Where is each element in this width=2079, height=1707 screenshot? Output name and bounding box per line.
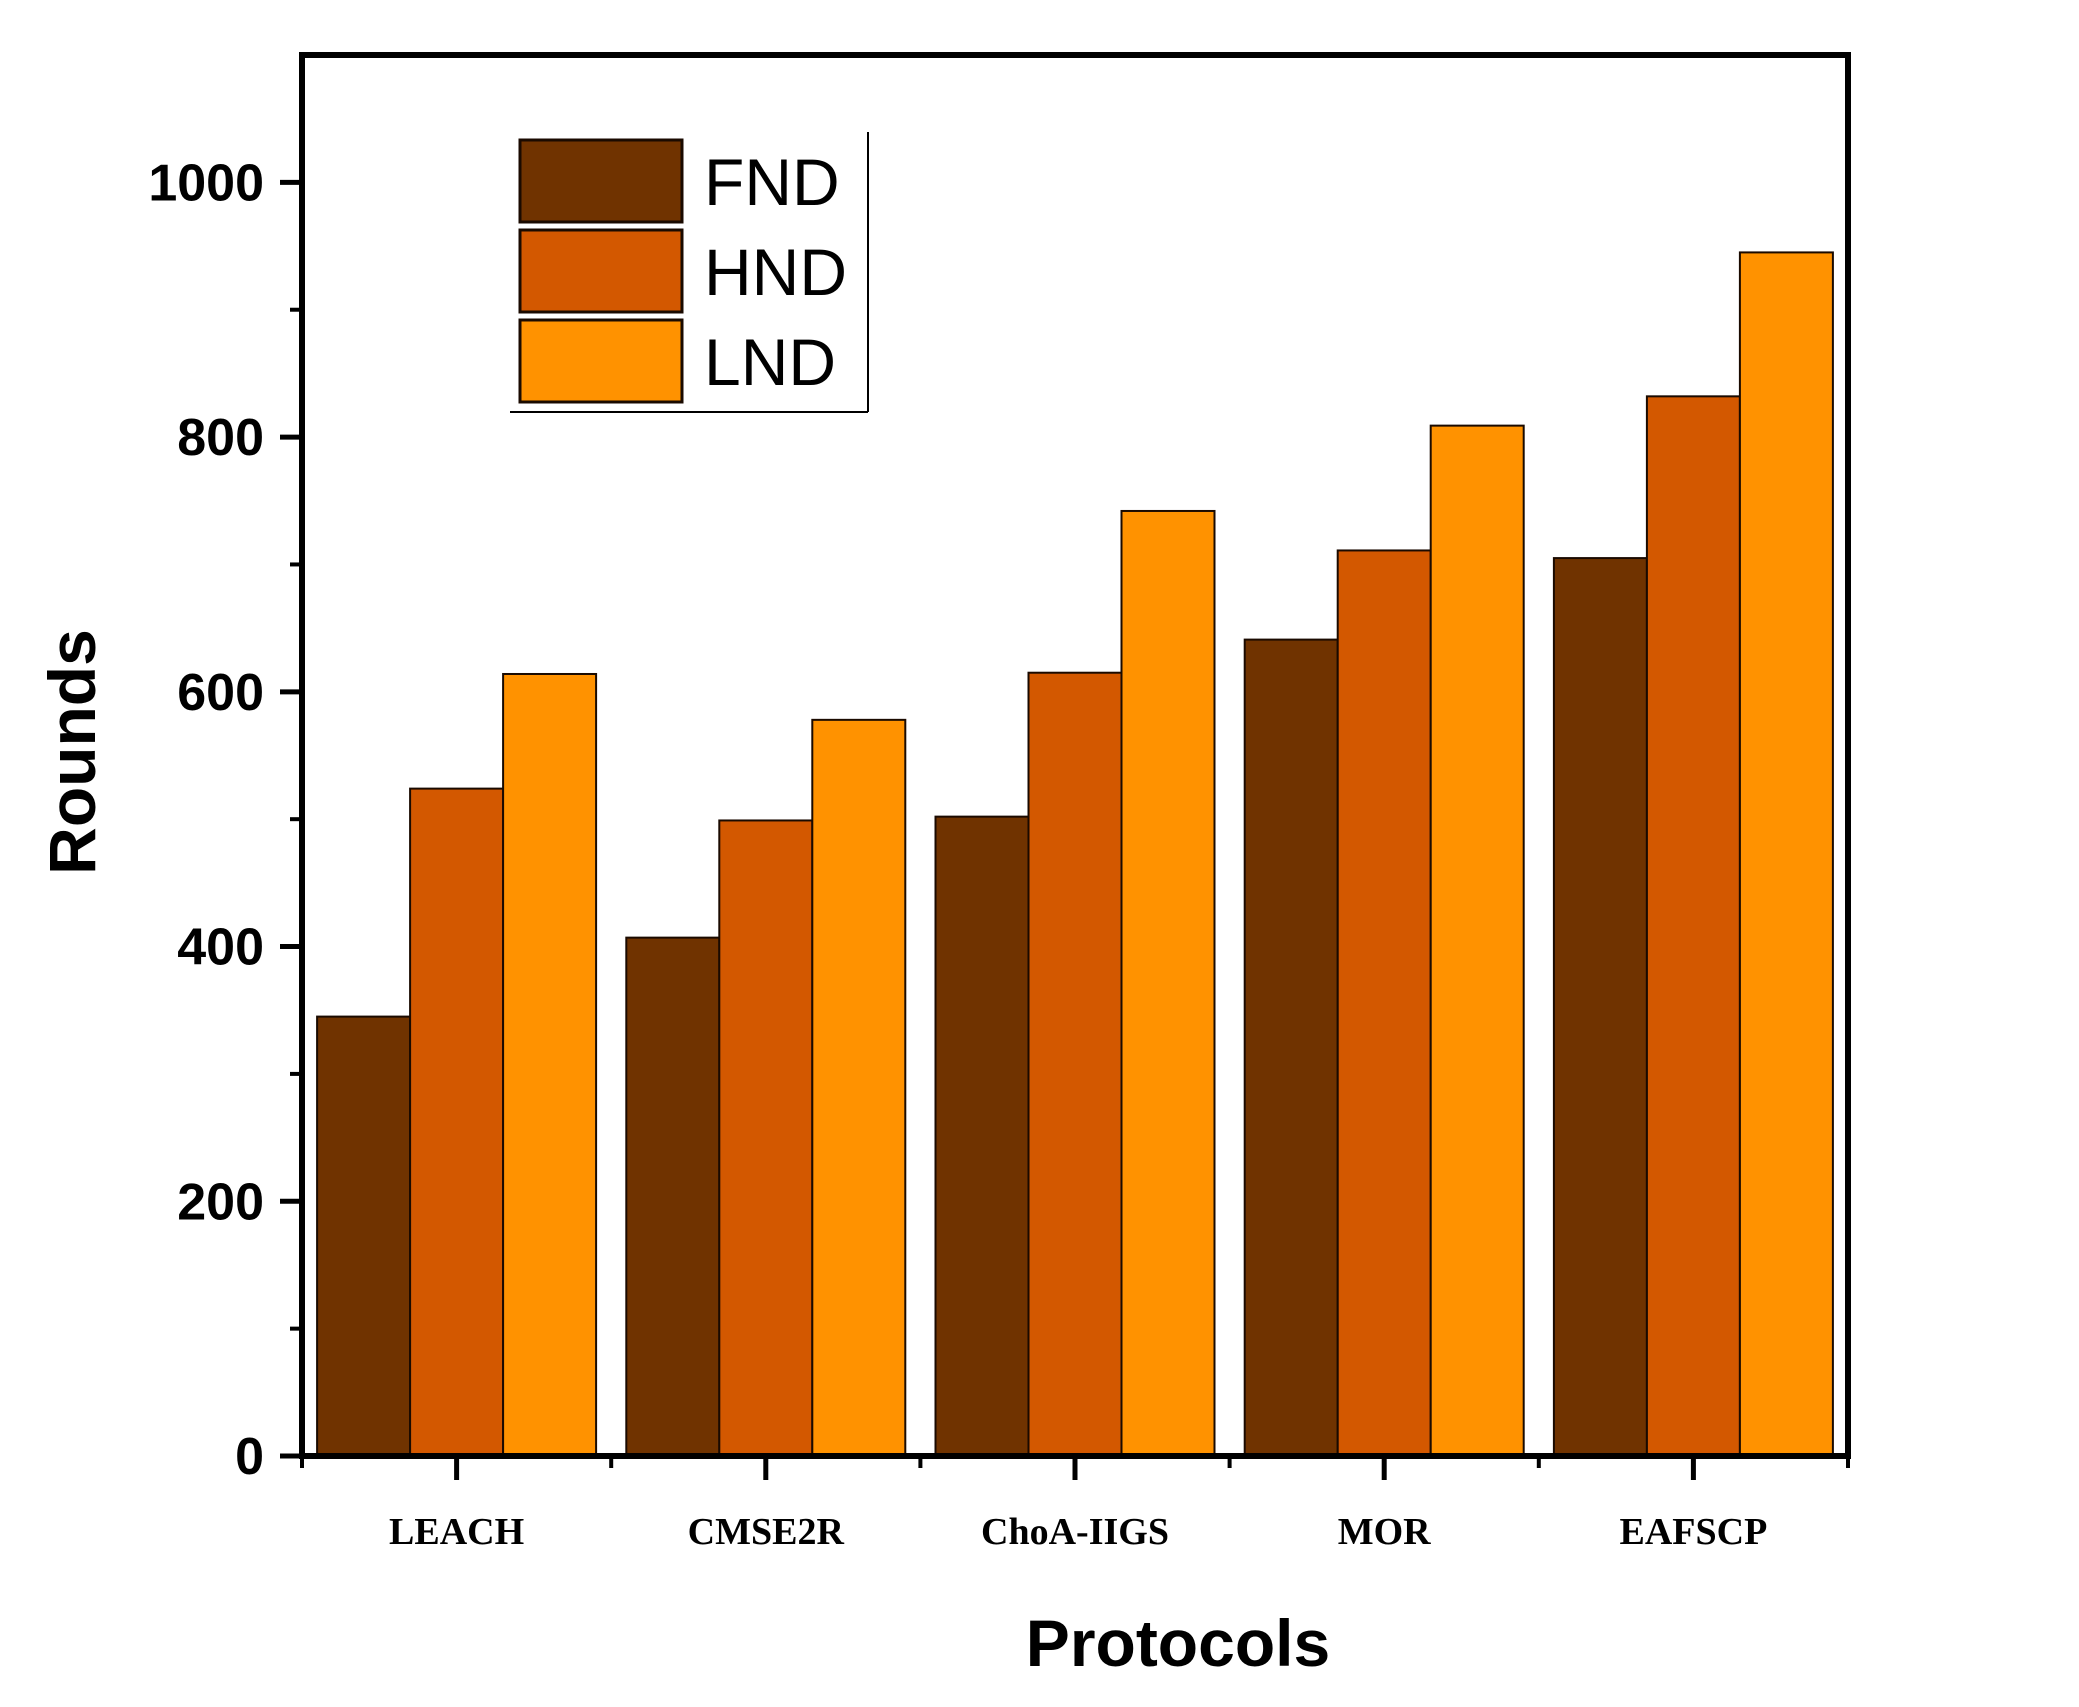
bar-lnd-leach (502, 672, 598, 1457)
bar-fnd-cmse2r (625, 936, 721, 1457)
bars-layer (316, 251, 1834, 1458)
legend-swatch-lnd (518, 318, 684, 404)
bar-lnd-eafscp (1738, 251, 1834, 1457)
legend-label-hnd: HND (704, 235, 847, 309)
bar-hnd-choa-iigs (1027, 671, 1123, 1457)
y-tick-label: 600 (177, 664, 264, 722)
bar-fnd-choa-iigs (934, 815, 1030, 1457)
bar-fnd-eafscp (1552, 557, 1648, 1457)
axes-layer: LEACH CMSE2R ChoA-IIGS MOR EAFSCP 0 200 400 600 8… (148, 52, 1851, 1553)
y-tick-label: 400 (177, 919, 264, 977)
bar-lnd-cmse2r (811, 718, 907, 1457)
x-tick-label: LEACH (389, 1511, 524, 1553)
legend-label-fnd: FND (704, 145, 840, 219)
bar-fnd-leach (316, 1015, 412, 1457)
plot-frame (299, 52, 1851, 1459)
bar-lnd-mor (1429, 424, 1525, 1457)
y-tick-label: 200 (177, 1173, 264, 1231)
legend-swatch-hnd (518, 228, 684, 314)
bar-fnd-mor (1243, 638, 1339, 1457)
x-tick-label: CMSE2R (688, 1511, 845, 1553)
bar-hnd-eafscp (1645, 395, 1741, 1457)
x-tick-label: MOR (1338, 1511, 1431, 1553)
legend-swatch-fnd (518, 138, 684, 224)
bar-hnd-leach (409, 787, 505, 1457)
x-tick-label: EAFSCP (1620, 1511, 1768, 1553)
y-tick-label: 0 (235, 1428, 264, 1486)
y-tick-label: 800 (177, 409, 264, 467)
legend-label-lnd: LND (704, 325, 836, 399)
bar-lnd-choa-iigs (1120, 509, 1216, 1458)
x-tick-label: ChoA-IIGS (981, 1511, 1169, 1553)
legend: FND HND LND (510, 132, 869, 413)
bar-hnd-cmse2r (718, 819, 814, 1457)
y-axis-title: Rounds (35, 629, 109, 875)
x-axis-title: Protocols (1026, 1606, 1330, 1680)
bar-hnd-mor (1336, 549, 1432, 1457)
y-tick-label: 1000 (148, 154, 264, 212)
